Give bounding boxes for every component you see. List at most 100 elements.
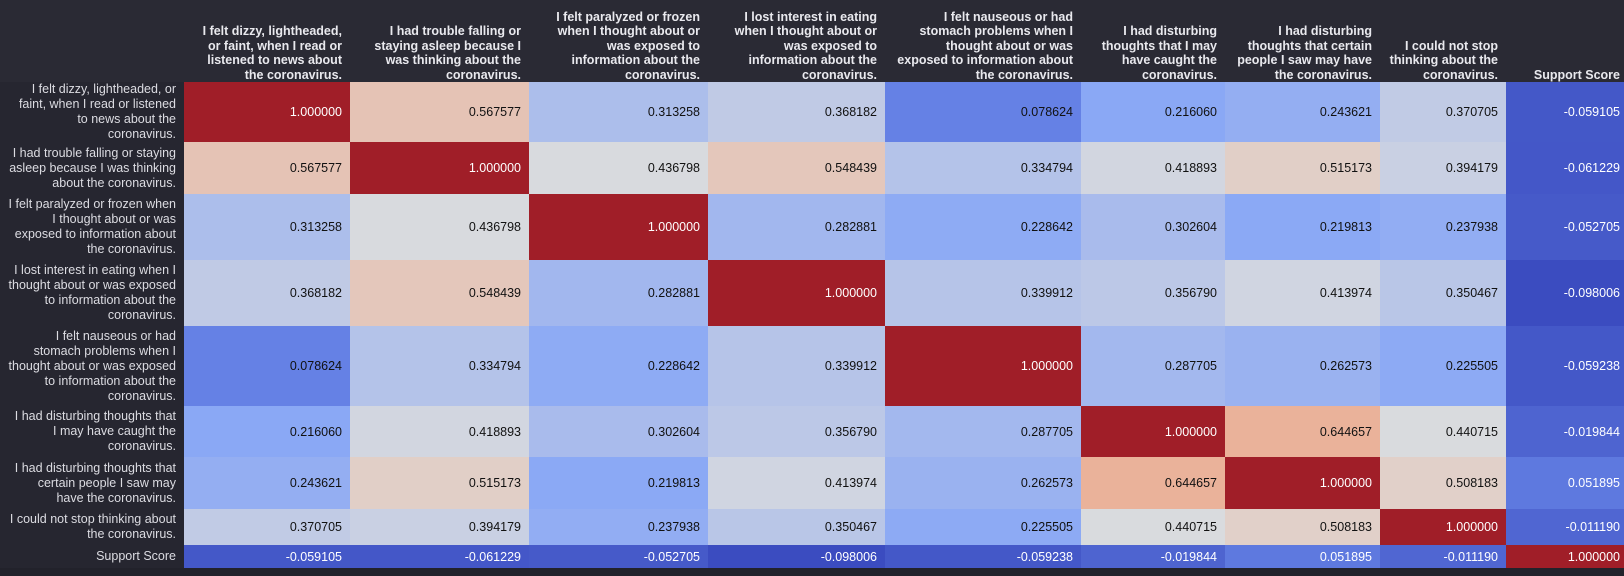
table-row: I felt dizzy, lightheaded, or faint, whe… (0, 82, 1624, 142)
correlation-cell: -0.059238 (1506, 326, 1624, 406)
correlation-cell: 0.368182 (708, 82, 885, 142)
correlation-cell: 1.000000 (1380, 509, 1506, 545)
correlation-cell: 0.237938 (1380, 194, 1506, 260)
row-header: I could not stop thinking about the coro… (0, 509, 184, 545)
correlation-cell: 0.243621 (1225, 82, 1380, 142)
correlation-cell: 0.440715 (1081, 509, 1225, 545)
correlation-cell: 0.350467 (708, 509, 885, 545)
correlation-cell: 0.515173 (1225, 142, 1380, 194)
correlation-cell: 0.418893 (1081, 142, 1225, 194)
correlation-cell: 0.548439 (708, 142, 885, 194)
correlation-cell: -0.052705 (529, 545, 708, 568)
correlation-cell: 0.219813 (529, 457, 708, 509)
correlation-cell: 0.413974 (1225, 260, 1380, 326)
correlation-cell: 1.000000 (1506, 545, 1624, 568)
correlation-cell: 0.440715 (1380, 406, 1506, 457)
correlation-cell: 0.051895 (1506, 457, 1624, 509)
correlation-cell: 0.262573 (1225, 326, 1380, 406)
correlation-cell: 0.243621 (184, 457, 350, 509)
correlation-cell: 0.394179 (1380, 142, 1506, 194)
correlation-cell: 1.000000 (708, 260, 885, 326)
correlation-cell: 0.282881 (708, 194, 885, 260)
row-header: I lost interest in eating when I thought… (0, 260, 184, 326)
correlation-cell: 0.302604 (529, 406, 708, 457)
correlation-cell: 0.508183 (1225, 509, 1380, 545)
header-row: I felt dizzy, lightheaded, or faint, whe… (0, 0, 1624, 82)
correlation-cell: 0.228642 (885, 194, 1081, 260)
column-header-col-6: I had disturbing thoughts that I may hav… (1081, 0, 1225, 82)
correlation-cell: -0.052705 (1506, 194, 1624, 260)
table-row: I had trouble falling or staying asleep … (0, 142, 1624, 194)
correlation-cell: 0.313258 (529, 82, 708, 142)
correlation-cell: 1.000000 (350, 142, 529, 194)
correlation-cell: 0.356790 (1081, 260, 1225, 326)
correlation-cell: 0.394179 (350, 509, 529, 545)
column-header-col-8: I could not stop thinking about the coro… (1380, 0, 1506, 82)
correlation-cell: 0.567577 (184, 142, 350, 194)
table-row: I could not stop thinking about the coro… (0, 509, 1624, 545)
correlation-cell: -0.059238 (885, 545, 1081, 568)
correlation-cell: 0.508183 (1380, 457, 1506, 509)
table-header: I felt dizzy, lightheaded, or faint, whe… (0, 0, 1624, 82)
correlation-cell: -0.061229 (350, 545, 529, 568)
correlation-cell: 0.287705 (1081, 326, 1225, 406)
correlation-cell: 0.334794 (350, 326, 529, 406)
correlation-cell: 0.237938 (529, 509, 708, 545)
table-row: Support Score -0.059105 -0.061229 -0.052705… (0, 545, 1624, 568)
correlation-cell: 0.219813 (1225, 194, 1380, 260)
correlation-cell: 1.000000 (1225, 457, 1380, 509)
correlation-cell: -0.098006 (708, 545, 885, 568)
correlation-cell: 0.515173 (350, 457, 529, 509)
correlation-cell: 1.000000 (184, 82, 350, 142)
correlation-cell: 0.216060 (184, 406, 350, 457)
correlation-cell: 0.418893 (350, 406, 529, 457)
correlation-cell: 0.339912 (708, 326, 885, 406)
column-header-col-2: I had trouble falling or staying asleep … (350, 0, 529, 82)
row-header: I had disturbing thoughts that I may hav… (0, 406, 184, 457)
correlation-cell: 0.413974 (708, 457, 885, 509)
correlation-cell: 0.313258 (184, 194, 350, 260)
table-row: I felt paralyzed or frozen when I though… (0, 194, 1624, 260)
correlation-cell: 0.216060 (1081, 82, 1225, 142)
correlation-cell: 0.370705 (1380, 82, 1506, 142)
row-header: I felt paralyzed or frozen when I though… (0, 194, 184, 260)
correlation-cell: 0.078624 (885, 82, 1081, 142)
correlation-cell: 0.436798 (350, 194, 529, 260)
row-header: I had disturbing thoughts that certain p… (0, 457, 184, 509)
correlation-cell: -0.019844 (1506, 406, 1624, 457)
correlation-cell: 0.368182 (184, 260, 350, 326)
table-row: I had disturbing thoughts that I may hav… (0, 406, 1624, 457)
row-header: I felt dizzy, lightheaded, or faint, whe… (0, 82, 184, 142)
table-row: I had disturbing thoughts that certain p… (0, 457, 1624, 509)
correlation-cell: 0.339912 (885, 260, 1081, 326)
table-body: I felt dizzy, lightheaded, or faint, whe… (0, 82, 1624, 568)
correlation-cell: -0.061229 (1506, 142, 1624, 194)
table-row: I lost interest in eating when I thought… (0, 260, 1624, 326)
row-header: I had trouble falling or staying asleep … (0, 142, 184, 194)
correlation-cell: 0.078624 (184, 326, 350, 406)
column-header-col-1: I felt dizzy, lightheaded, or faint, whe… (184, 0, 350, 82)
correlation-cell: 0.548439 (350, 260, 529, 326)
correlation-cell: 0.567577 (350, 82, 529, 142)
correlation-cell: -0.019844 (1081, 545, 1225, 568)
correlation-cell: 0.225505 (1380, 326, 1506, 406)
column-header-col-9: Support Score (1506, 0, 1624, 82)
corner-cell (0, 0, 184, 82)
correlation-cell: 0.228642 (529, 326, 708, 406)
correlation-cell: 0.370705 (184, 509, 350, 545)
correlation-cell: 0.225505 (885, 509, 1081, 545)
correlation-cell: 0.356790 (708, 406, 885, 457)
correlation-cell: 0.282881 (529, 260, 708, 326)
column-header-col-4: I lost interest in eating when I thought… (708, 0, 885, 82)
correlation-cell: 0.644657 (1081, 457, 1225, 509)
correlation-cell: 1.000000 (885, 326, 1081, 406)
correlation-cell: 1.000000 (529, 194, 708, 260)
row-header: Support Score (0, 545, 184, 568)
column-header-col-7: I had disturbing thoughts that certain p… (1225, 0, 1380, 82)
correlation-cell: -0.011190 (1506, 509, 1624, 545)
correlation-cell: 0.436798 (529, 142, 708, 194)
correlation-cell: 0.350467 (1380, 260, 1506, 326)
correlation-cell: 0.262573 (885, 457, 1081, 509)
correlation-cell: 0.334794 (885, 142, 1081, 194)
